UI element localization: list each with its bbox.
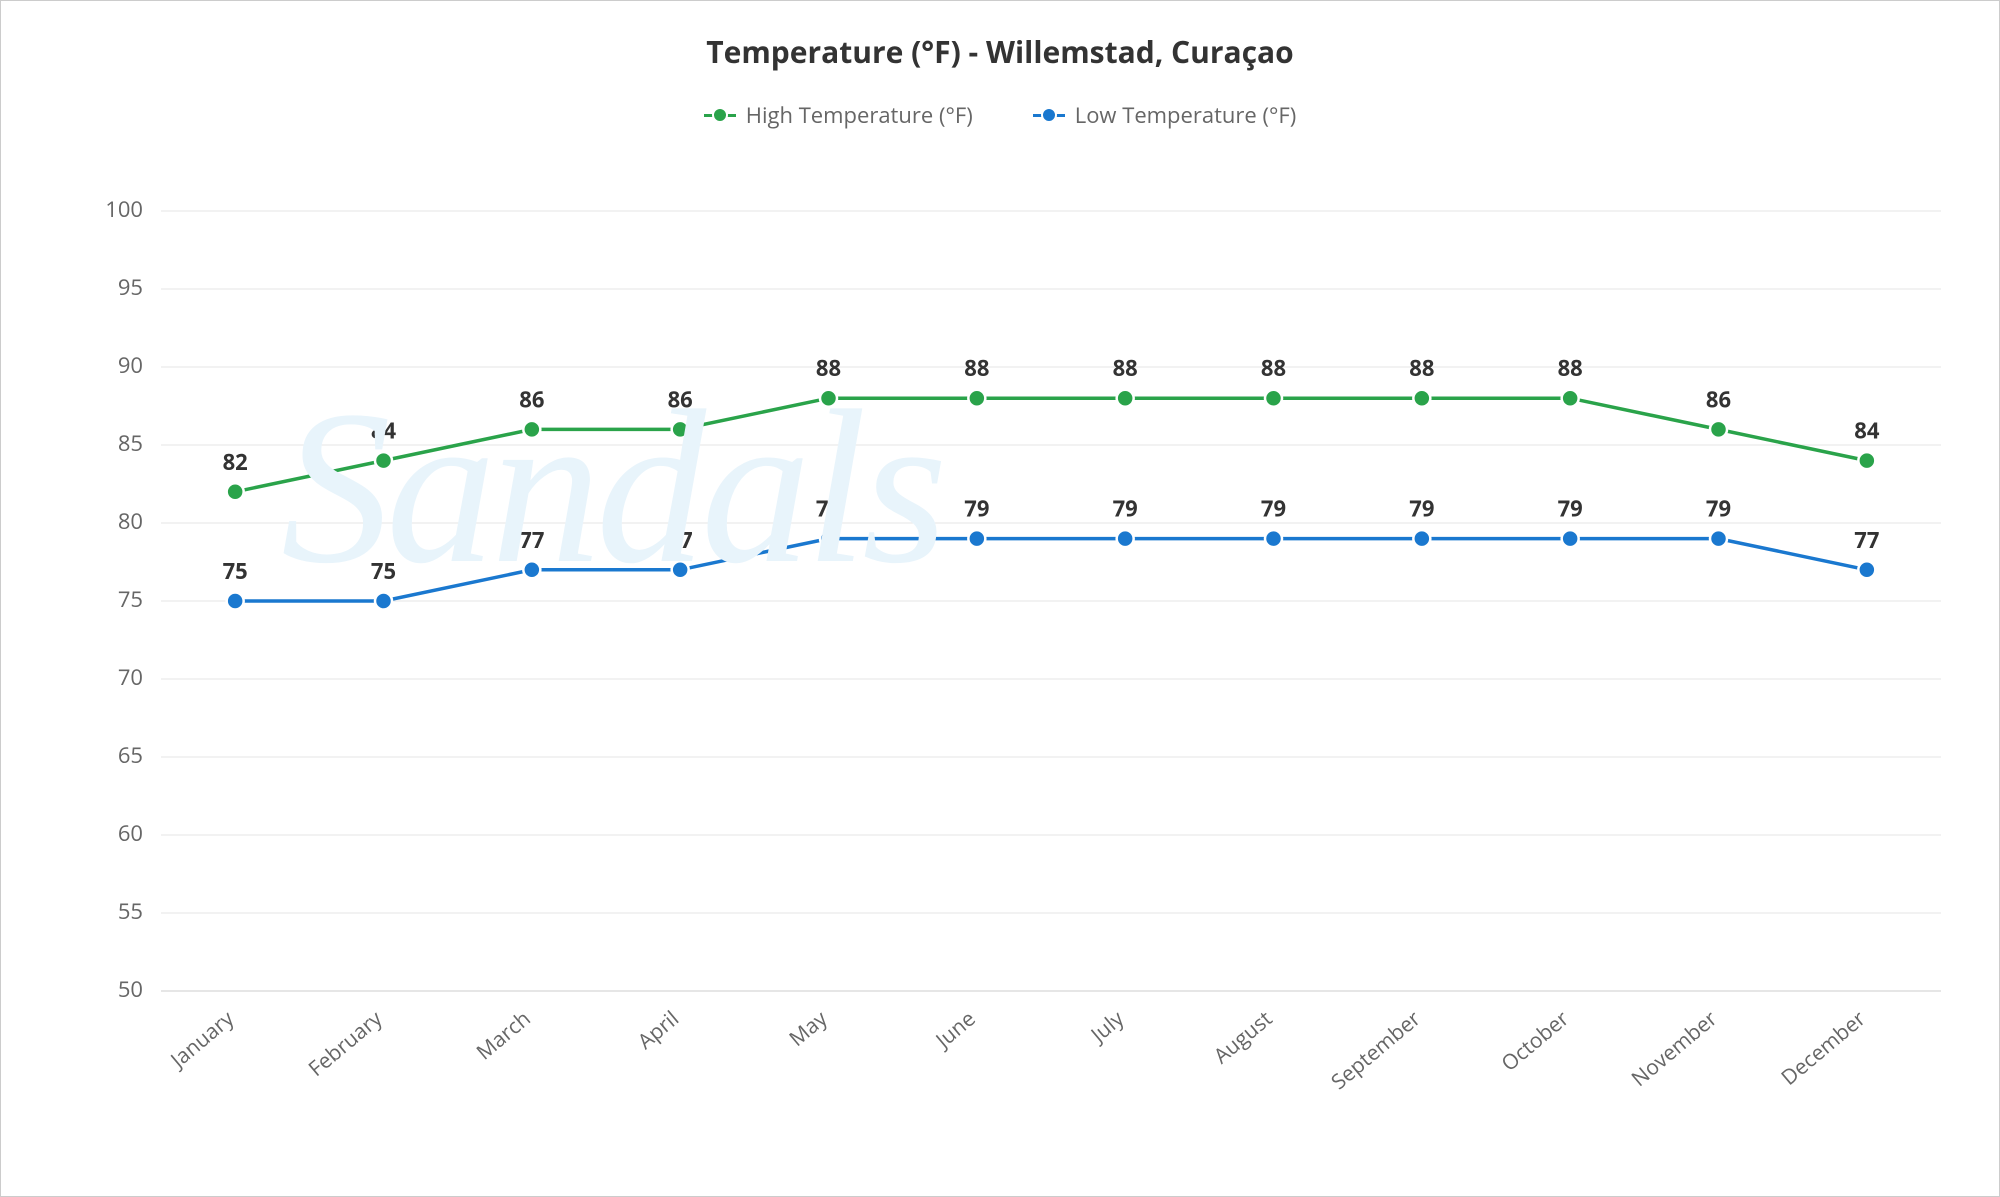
data-label: 75 — [223, 556, 248, 586]
series-marker-1[interactable] — [227, 593, 244, 610]
y-tick-label: 75 — [118, 584, 143, 614]
data-label: 79 — [964, 494, 989, 524]
series-marker-1[interactable] — [1562, 530, 1579, 547]
series-marker-0[interactable] — [227, 483, 244, 500]
x-tick-label: January — [164, 1005, 240, 1076]
y-tick-label: 85 — [118, 428, 143, 458]
legend-label-low: Low Temperature (°F) — [1075, 100, 1297, 130]
series-marker-0[interactable] — [1117, 390, 1134, 407]
y-tick-label: 90 — [118, 350, 143, 380]
x-tick-label: October — [1496, 1005, 1575, 1078]
data-label: 79 — [1706, 494, 1731, 524]
series-marker-0[interactable] — [1265, 390, 1282, 407]
series-marker-0[interactable] — [1858, 452, 1875, 469]
legend-item-low[interactable]: Low Temperature (°F) — [1033, 100, 1297, 130]
data-label: 88 — [816, 353, 841, 383]
chart-title: Temperature (°F) - Willemstad, Curaçao — [1, 1, 1999, 72]
data-label: 84 — [371, 416, 397, 446]
series-marker-1[interactable] — [1265, 530, 1282, 547]
data-label: 86 — [1706, 384, 1731, 414]
data-label: 88 — [1261, 353, 1286, 383]
legend-label-high: High Temperature (°F) — [746, 100, 973, 130]
series-marker-0[interactable] — [820, 390, 837, 407]
x-tick-label: July — [1084, 1005, 1130, 1050]
data-label: 86 — [668, 384, 693, 414]
series-marker-1[interactable] — [1413, 530, 1430, 547]
data-label: 84 — [1854, 416, 1880, 446]
data-label: 82 — [223, 447, 248, 477]
data-label: 88 — [964, 353, 989, 383]
data-label: 77 — [519, 525, 544, 555]
data-label: 79 — [816, 494, 841, 524]
data-label: 79 — [1113, 494, 1138, 524]
x-tick-label: November — [1626, 1005, 1724, 1093]
y-tick-label: 65 — [118, 740, 143, 770]
chart-legend: High Temperature (°F) Low Temperature (°… — [1, 100, 1999, 130]
legend-item-high[interactable]: High Temperature (°F) — [704, 100, 973, 130]
x-tick-label: December — [1776, 1005, 1872, 1092]
data-label: 75 — [371, 556, 396, 586]
data-label: 79 — [1409, 494, 1434, 524]
x-tick-label: June — [929, 1005, 982, 1056]
y-tick-label: 100 — [105, 194, 143, 224]
series-marker-0[interactable] — [968, 390, 985, 407]
series-marker-1[interactable] — [672, 561, 689, 578]
x-tick-label: August — [1208, 1005, 1278, 1070]
x-tick-label: May — [784, 1005, 834, 1053]
data-label: 79 — [1558, 494, 1583, 524]
series-marker-1[interactable] — [820, 530, 837, 547]
series-marker-1[interactable] — [523, 561, 540, 578]
y-tick-label: 55 — [118, 896, 143, 926]
series-marker-0[interactable] — [1710, 421, 1727, 438]
data-label: 86 — [519, 384, 544, 414]
series-marker-1[interactable] — [1710, 530, 1727, 547]
chart-svg: 50556065707580859095100JanuaryFebruaryMa… — [161, 211, 1941, 1111]
x-tick-label: February — [303, 1005, 389, 1083]
x-tick-label: March — [471, 1005, 537, 1066]
series-marker-0[interactable] — [375, 452, 392, 469]
y-tick-label: 80 — [118, 506, 143, 536]
y-tick-label: 95 — [118, 272, 143, 302]
chart-container: Temperature (°F) - Willemstad, Curaçao H… — [0, 0, 2000, 1197]
series-marker-1[interactable] — [375, 593, 392, 610]
data-label: 77 — [1854, 525, 1879, 555]
data-label: 88 — [1113, 353, 1138, 383]
data-label: 88 — [1558, 353, 1583, 383]
series-marker-0[interactable] — [523, 421, 540, 438]
y-tick-label: 60 — [118, 818, 143, 848]
series-line-1 — [235, 539, 1867, 601]
legend-marker-low-icon — [1033, 107, 1065, 123]
data-label: 88 — [1409, 353, 1434, 383]
series-marker-1[interactable] — [1858, 561, 1875, 578]
series-marker-1[interactable] — [968, 530, 985, 547]
series-marker-0[interactable] — [1562, 390, 1579, 407]
y-tick-label: 70 — [118, 662, 143, 692]
plot-area: Sandals 50556065707580859095100JanuaryFe… — [161, 211, 1941, 991]
x-tick-label: April — [632, 1005, 685, 1056]
legend-marker-high-icon — [704, 107, 736, 123]
series-marker-0[interactable] — [672, 421, 689, 438]
series-marker-0[interactable] — [1413, 390, 1430, 407]
data-label: 79 — [1261, 494, 1286, 524]
x-tick-label: September — [1326, 1005, 1427, 1096]
series-marker-1[interactable] — [1117, 530, 1134, 547]
y-tick-label: 50 — [118, 974, 143, 1004]
data-label: 77 — [668, 525, 693, 555]
